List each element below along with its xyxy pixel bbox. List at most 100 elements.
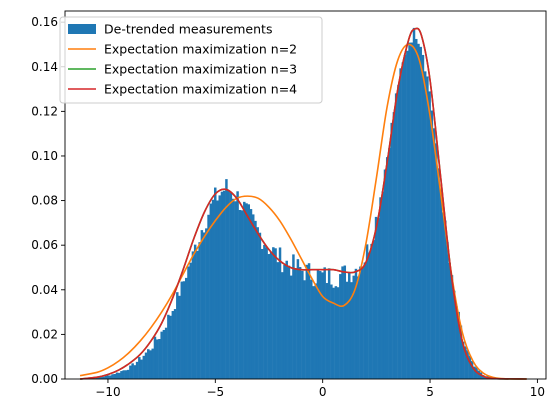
histogram-bar [307, 263, 311, 379]
histogram-bar [408, 42, 411, 380]
histogram-bar [417, 43, 420, 380]
histogram-bar [294, 268, 297, 379]
y-tick-label: 0.04 [31, 283, 58, 297]
legend-box [59, 16, 323, 104]
histogram-bar [370, 243, 373, 379]
histogram-bar [298, 267, 302, 379]
histogram-bar [207, 214, 210, 379]
histogram-bar [169, 315, 172, 379]
histogram-bar [260, 248, 264, 379]
histogram-bar [111, 374, 114, 379]
series-line-1 [79, 43, 527, 380]
histogram-bar [283, 264, 286, 379]
histogram-bar [162, 329, 166, 379]
histogram-bar [209, 203, 213, 379]
histogram-bar [231, 198, 235, 379]
histogram-bar [220, 191, 224, 379]
histogram-bar [428, 91, 431, 379]
histogram-bar [410, 42, 414, 379]
histogram-bar [423, 71, 427, 380]
histogram-bar [464, 346, 467, 379]
histogram-bar [263, 244, 266, 379]
histogram-bar [167, 314, 170, 379]
histogram-bar [356, 276, 360, 379]
histogram-bar [448, 262, 451, 379]
histogram-bar [178, 295, 181, 379]
histogram-bar [397, 85, 400, 379]
histogram-bar [354, 268, 358, 379]
histogram-bars [80, 27, 527, 380]
histogram-bar [336, 287, 340, 379]
histogram-bar [426, 76, 429, 379]
histogram-bar [439, 189, 443, 379]
histogram-bar [229, 192, 233, 379]
histogram-bar [202, 232, 206, 379]
histogram-bar [305, 264, 309, 379]
histogram-bar [227, 190, 230, 379]
histogram-bar [289, 275, 293, 379]
histogram-bar [455, 306, 458, 379]
histogram-bar [383, 169, 387, 379]
histogram-bar [256, 227, 259, 379]
y-tick-label: 0.12 [31, 104, 58, 118]
histogram-bar [142, 355, 146, 379]
histogram-bar [437, 168, 440, 379]
histogram-bar [193, 244, 197, 379]
histogram-bar [243, 201, 246, 379]
histogram-bar [238, 210, 242, 379]
histogram-bar [113, 374, 117, 379]
histogram-bar [126, 369, 130, 379]
histogram-bar [473, 366, 476, 379]
histogram-bar [198, 242, 201, 379]
histogram-bar [158, 339, 161, 379]
histogram-bar [214, 187, 217, 379]
histogram-bar [115, 372, 119, 379]
histogram-bar [421, 54, 425, 380]
histogram-bar [285, 260, 288, 379]
histogram-bar [412, 27, 416, 379]
histogram-bar [379, 197, 382, 379]
legend-label: Expectation maximization n=2 [104, 42, 297, 57]
histogram-bar [176, 292, 179, 379]
histogram-bar [330, 284, 333, 379]
histogram-bar [470, 361, 474, 379]
histogram-bar [205, 228, 208, 379]
histogram-bar [314, 283, 317, 379]
histogram-bar [245, 203, 248, 379]
histogram-bar [211, 199, 215, 379]
histogram-bar [303, 280, 306, 379]
series-lines [79, 27, 527, 380]
histogram-bar [403, 54, 407, 379]
histogram-bar [173, 309, 177, 379]
histogram-bar [325, 283, 329, 379]
histogram-bar [287, 265, 291, 379]
histogram-bar [406, 50, 409, 379]
histogram-bar [368, 252, 371, 379]
histogram-bar [180, 281, 184, 379]
histogram-bar [95, 377, 99, 379]
y-tick-label: 0.00 [31, 372, 58, 386]
histogram-bar [147, 349, 150, 379]
histogram-bar [272, 247, 275, 379]
histogram-bar [222, 190, 226, 379]
histogram-bar [296, 259, 300, 379]
histogram-bar [394, 93, 398, 379]
histogram-bar [350, 282, 353, 379]
y-tick-label: 0.16 [31, 15, 58, 29]
histogram-bar [236, 191, 239, 379]
histogram-bar [385, 157, 389, 379]
histogram-bar [196, 250, 199, 379]
histogram-bar [374, 216, 378, 379]
y-tick-label: 0.02 [31, 327, 58, 341]
legend-label: Expectation maximization n=4 [104, 82, 297, 97]
histogram-bar [135, 361, 139, 379]
legend: De-trended measurements Expectation maxim… [59, 16, 323, 104]
histogram-bar [419, 46, 422, 380]
histogram-bar [171, 311, 175, 379]
histogram-bar [321, 272, 324, 379]
histogram-bar [131, 363, 134, 379]
histogram-bar [276, 262, 280, 379]
histogram-bar [104, 375, 108, 379]
histogram-bar [118, 372, 121, 379]
plot-frame [64, 10, 547, 380]
